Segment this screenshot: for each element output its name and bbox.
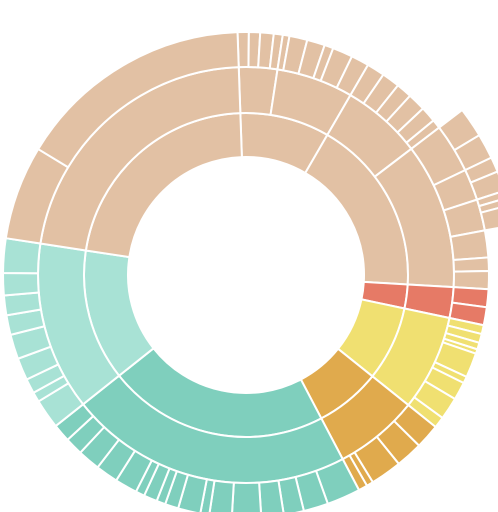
sunburst-segment-ring3[interactable] — [37, 31, 240, 169]
sunburst-segment-ring3[interactable] — [258, 479, 285, 512]
sunburst-segment-ring3[interactable] — [2, 272, 40, 297]
sunburst-segment-ring3[interactable] — [452, 256, 490, 273]
sunburst-segment-ring3[interactable] — [449, 229, 490, 261]
sunburst-segment-ring3[interactable] — [231, 481, 262, 512]
